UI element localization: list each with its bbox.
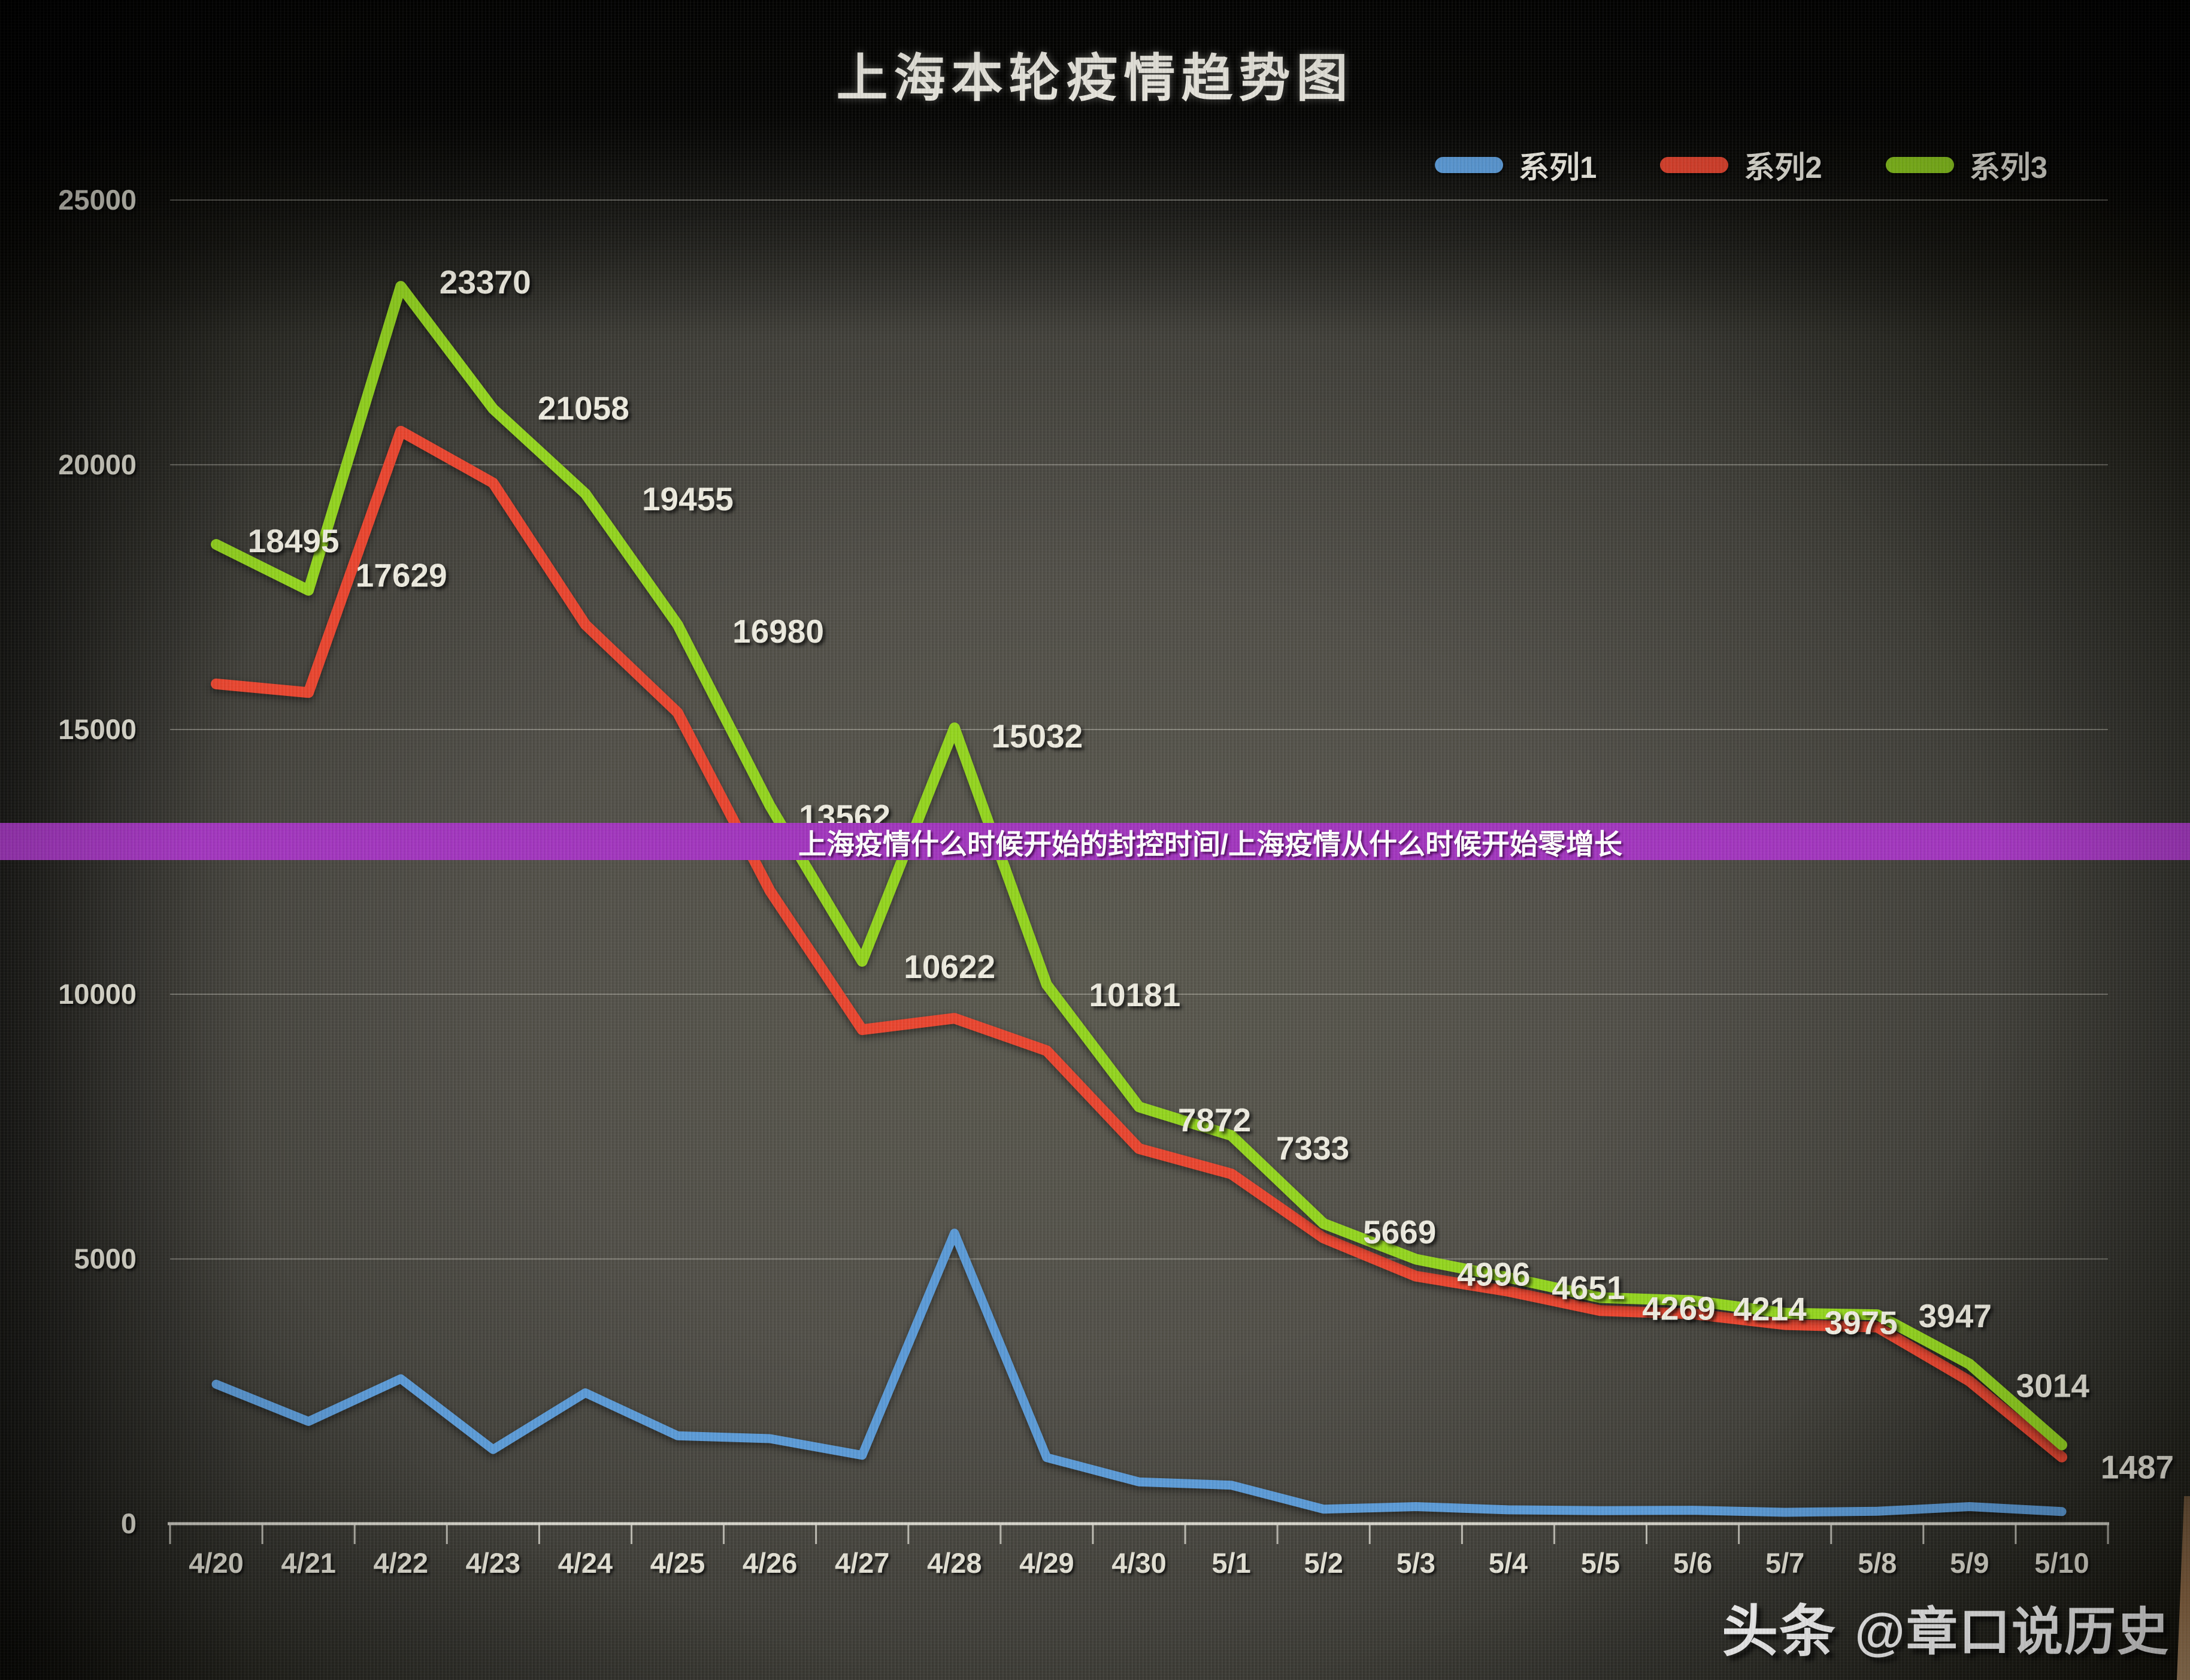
x-tick-label: 4/28 bbox=[927, 1547, 982, 1579]
x-tick-label: 5/2 bbox=[1304, 1547, 1343, 1579]
data-label: 4214 bbox=[1733, 1290, 1807, 1327]
data-label: 23370 bbox=[440, 264, 531, 301]
y-tick-label: 25000 bbox=[58, 184, 137, 216]
data-label: 10622 bbox=[904, 948, 995, 985]
x-tick-label: 5/5 bbox=[1581, 1547, 1620, 1579]
chart-title: 上海本轮疫情趋势图 bbox=[836, 50, 1354, 107]
data-label: 1487 bbox=[2101, 1449, 2174, 1486]
data-label: 4269 bbox=[1642, 1290, 1715, 1327]
x-tick-label: 5/6 bbox=[1673, 1547, 1712, 1579]
data-label: 16980 bbox=[732, 613, 824, 650]
series-line-系列3 bbox=[211, 281, 2067, 1451]
chart-legend: 系列1 系列2 系列3 bbox=[1435, 143, 2047, 187]
y-tick-label: 15000 bbox=[58, 713, 137, 745]
watermark-handle: @章口说历史 bbox=[1855, 1603, 2170, 1661]
y-tick-label: 5000 bbox=[74, 1243, 137, 1275]
legend-item-series2: 系列2 bbox=[1660, 143, 1822, 187]
series-line-系列1 bbox=[211, 1228, 2067, 1517]
x-tick-label: 5/4 bbox=[1489, 1547, 1528, 1579]
data-label: 19455 bbox=[642, 480, 734, 517]
legend-label-series3: 系列3 bbox=[1969, 150, 2048, 184]
x-tick-label: 5/3 bbox=[1397, 1547, 1435, 1579]
data-label: 3975 bbox=[1824, 1304, 1897, 1342]
data-label: 17629 bbox=[356, 557, 447, 594]
x-tick-label: 4/25 bbox=[650, 1547, 705, 1579]
legend-item-series3: 系列3 bbox=[1885, 143, 2048, 187]
y-tick-label: 10000 bbox=[58, 978, 137, 1010]
toutiao-logo-text: 头条 bbox=[1722, 1600, 1837, 1663]
x-tick-label: 4/27 bbox=[835, 1547, 889, 1579]
y-tick-label: 0 bbox=[121, 1508, 137, 1539]
x-tick-label: 4/30 bbox=[1111, 1547, 1166, 1579]
x-tick-label: 5/9 bbox=[1950, 1547, 1989, 1579]
data-label: 4651 bbox=[1552, 1269, 1625, 1306]
legend-swatch-series3-icon bbox=[1885, 156, 1954, 173]
data-label: 4996 bbox=[1457, 1255, 1530, 1292]
data-label: 10181 bbox=[1089, 976, 1180, 1013]
watermark: 头条 @章口说历史 bbox=[1722, 1586, 2170, 1667]
legend-swatch-series2-icon bbox=[1660, 156, 1729, 173]
x-tick-label: 4/26 bbox=[743, 1547, 797, 1579]
x-tick-label: 4/29 bbox=[1019, 1547, 1074, 1579]
x-tick-label: 4/22 bbox=[373, 1547, 428, 1579]
x-tick-label: 4/23 bbox=[466, 1547, 520, 1579]
data-label: 15032 bbox=[991, 718, 1083, 755]
data-label: 7872 bbox=[1178, 1101, 1251, 1139]
legend-label-series2: 系列2 bbox=[1744, 150, 1822, 184]
legend-item-series1: 系列1 bbox=[1435, 143, 1597, 187]
x-tick-label: 5/1 bbox=[1211, 1547, 1250, 1579]
data-label: 7333 bbox=[1276, 1130, 1349, 1167]
legend-swatch-series1-icon bbox=[1435, 156, 1503, 173]
series-lines bbox=[211, 281, 2067, 1517]
x-axis-labels: 4/20 4/21 4/22 4/23 4/24 4/25 4/26 4/27 4/28 4/29… bbox=[189, 1547, 2089, 1579]
x-axis bbox=[168, 1522, 2109, 1544]
data-label: 5669 bbox=[1363, 1213, 1436, 1251]
x-tick-label: 4/24 bbox=[558, 1547, 613, 1579]
x-tick-label: 5/10 bbox=[2034, 1547, 2089, 1579]
x-tick-label: 4/21 bbox=[281, 1547, 335, 1579]
x-tick-label: 5/7 bbox=[1765, 1547, 1804, 1579]
x-tick-label: 5/8 bbox=[1858, 1547, 1897, 1579]
x-tick-label: 4/20 bbox=[189, 1547, 243, 1579]
legend-label-series1: 系列1 bbox=[1519, 150, 1597, 184]
data-label: 3014 bbox=[2016, 1367, 2090, 1404]
data-label: 3947 bbox=[1919, 1297, 1992, 1334]
y-tick-label: 20000 bbox=[58, 449, 137, 480]
data-label: 18495 bbox=[248, 522, 340, 559]
headline-banner-text: 上海疫情什么时候开始的封控时间/上海疫情从什么时候开始零增长 bbox=[798, 828, 1623, 860]
data-label: 21058 bbox=[538, 389, 629, 426]
headline-banner: 上海疫情什么时候开始的封控时间/上海疫情从什么时候开始零增长 bbox=[0, 823, 2190, 860]
